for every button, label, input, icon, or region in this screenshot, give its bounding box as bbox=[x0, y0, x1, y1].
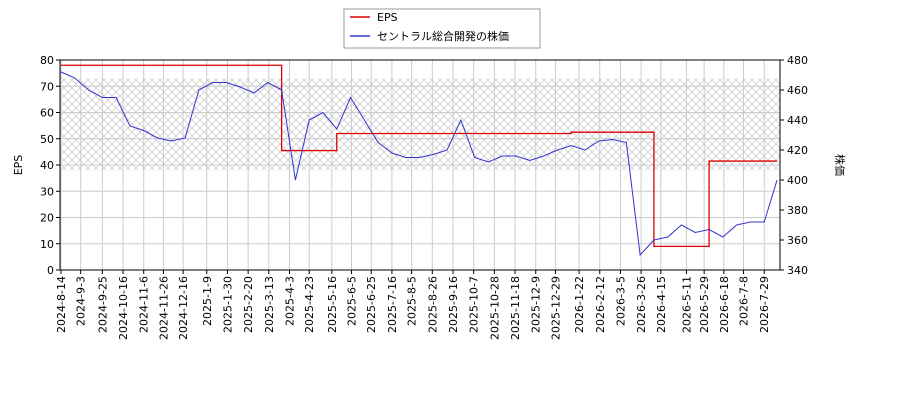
x-tick-label: 2026-6-18 bbox=[718, 276, 731, 333]
x-tick-label: 2026-7-8 bbox=[738, 276, 751, 326]
legend-label: EPS bbox=[377, 11, 398, 24]
x-tick-label: 2025-11-18 bbox=[509, 276, 522, 340]
y-axis-label: EPS bbox=[12, 155, 25, 176]
y2-tick-label: 480 bbox=[787, 54, 808, 67]
x-tick-label: 2025-5-16 bbox=[326, 276, 339, 333]
x-tick-label: 2024-8-14 bbox=[55, 276, 68, 333]
y-tick-label: 30 bbox=[40, 185, 54, 198]
x-tick-label: 2025-6-25 bbox=[365, 276, 378, 333]
legend-label: セントラル総合開発の株価 bbox=[377, 29, 509, 43]
x-tick-label: 2025-8-26 bbox=[426, 276, 439, 333]
hatched-band bbox=[60, 78, 780, 171]
y2-tick-label: 380 bbox=[787, 204, 808, 217]
x-tick-label: 2026-3-5 bbox=[614, 276, 627, 326]
x-tick-label: 2025-1-30 bbox=[221, 276, 234, 333]
x-tick-label: 2025-12-29 bbox=[549, 276, 562, 340]
x-tick-label: 2024-12-16 bbox=[177, 276, 190, 340]
legend bbox=[343, 8, 541, 49]
x-tick-label: 2024-9-3 bbox=[75, 276, 88, 326]
x-tick-label: 2024-9-25 bbox=[96, 276, 109, 333]
y-tick-label: 40 bbox=[40, 159, 54, 172]
x-tick-label: 2025-10-7 bbox=[468, 276, 481, 333]
x-tick-label: 2025-1-9 bbox=[201, 276, 214, 326]
x-tick-label: 2024-10-16 bbox=[117, 276, 130, 340]
x-tick-label: 2025-4-3 bbox=[283, 276, 296, 326]
x-tick-label: 2026-2-12 bbox=[594, 276, 607, 333]
y2-tick-label: 360 bbox=[787, 234, 808, 247]
y2-axis-label: 株価 bbox=[833, 154, 847, 176]
y-tick-label: 80 bbox=[40, 54, 54, 67]
legend-box bbox=[343, 8, 541, 49]
y-tick-label: 60 bbox=[40, 107, 54, 120]
series-line bbox=[60, 64, 778, 248]
x-tick-label: 2025-6-5 bbox=[346, 276, 359, 326]
x-tick-label: 2025-7-16 bbox=[386, 276, 399, 333]
x-tick-label: 2026-1-22 bbox=[573, 276, 586, 333]
y2-tick-label: 420 bbox=[787, 144, 808, 157]
x-tick-label: 2026-4-15 bbox=[655, 276, 668, 333]
x-tick-label: 2025-4-23 bbox=[303, 276, 316, 333]
y-tick-label: 20 bbox=[40, 212, 54, 225]
x-tick-label: 2026-5-11 bbox=[680, 276, 693, 333]
x-tick-label: 2025-9-16 bbox=[447, 276, 460, 333]
series-line bbox=[60, 71, 778, 257]
x-tick-label: 2024-11-6 bbox=[138, 276, 151, 333]
x-tick-label: 2024-11-26 bbox=[157, 276, 170, 340]
y-tick-label: 70 bbox=[40, 80, 54, 93]
y2-tick-label: 460 bbox=[787, 84, 808, 97]
x-tick-label: 2026-3-26 bbox=[635, 276, 648, 333]
y-tick-label: 10 bbox=[40, 238, 54, 251]
y2-tick-label: 340 bbox=[787, 264, 808, 277]
x-tick-label: 2025-12-9 bbox=[530, 276, 543, 333]
x-tick-label: 2025-8-5 bbox=[406, 276, 419, 326]
x-tick-label: 2025-10-28 bbox=[488, 276, 501, 340]
x-tick-label: 2026-5-29 bbox=[698, 276, 711, 333]
y2-tick-label: 400 bbox=[787, 174, 808, 187]
y-tick-label: 0 bbox=[47, 264, 54, 277]
x-tick-label: 2025-3-13 bbox=[263, 276, 276, 333]
y-tick-label: 50 bbox=[40, 133, 54, 146]
y2-tick-label: 440 bbox=[787, 114, 808, 127]
x-tick-label: 2026-7-29 bbox=[758, 276, 771, 333]
x-tick-label: 2025-2-20 bbox=[242, 276, 255, 333]
